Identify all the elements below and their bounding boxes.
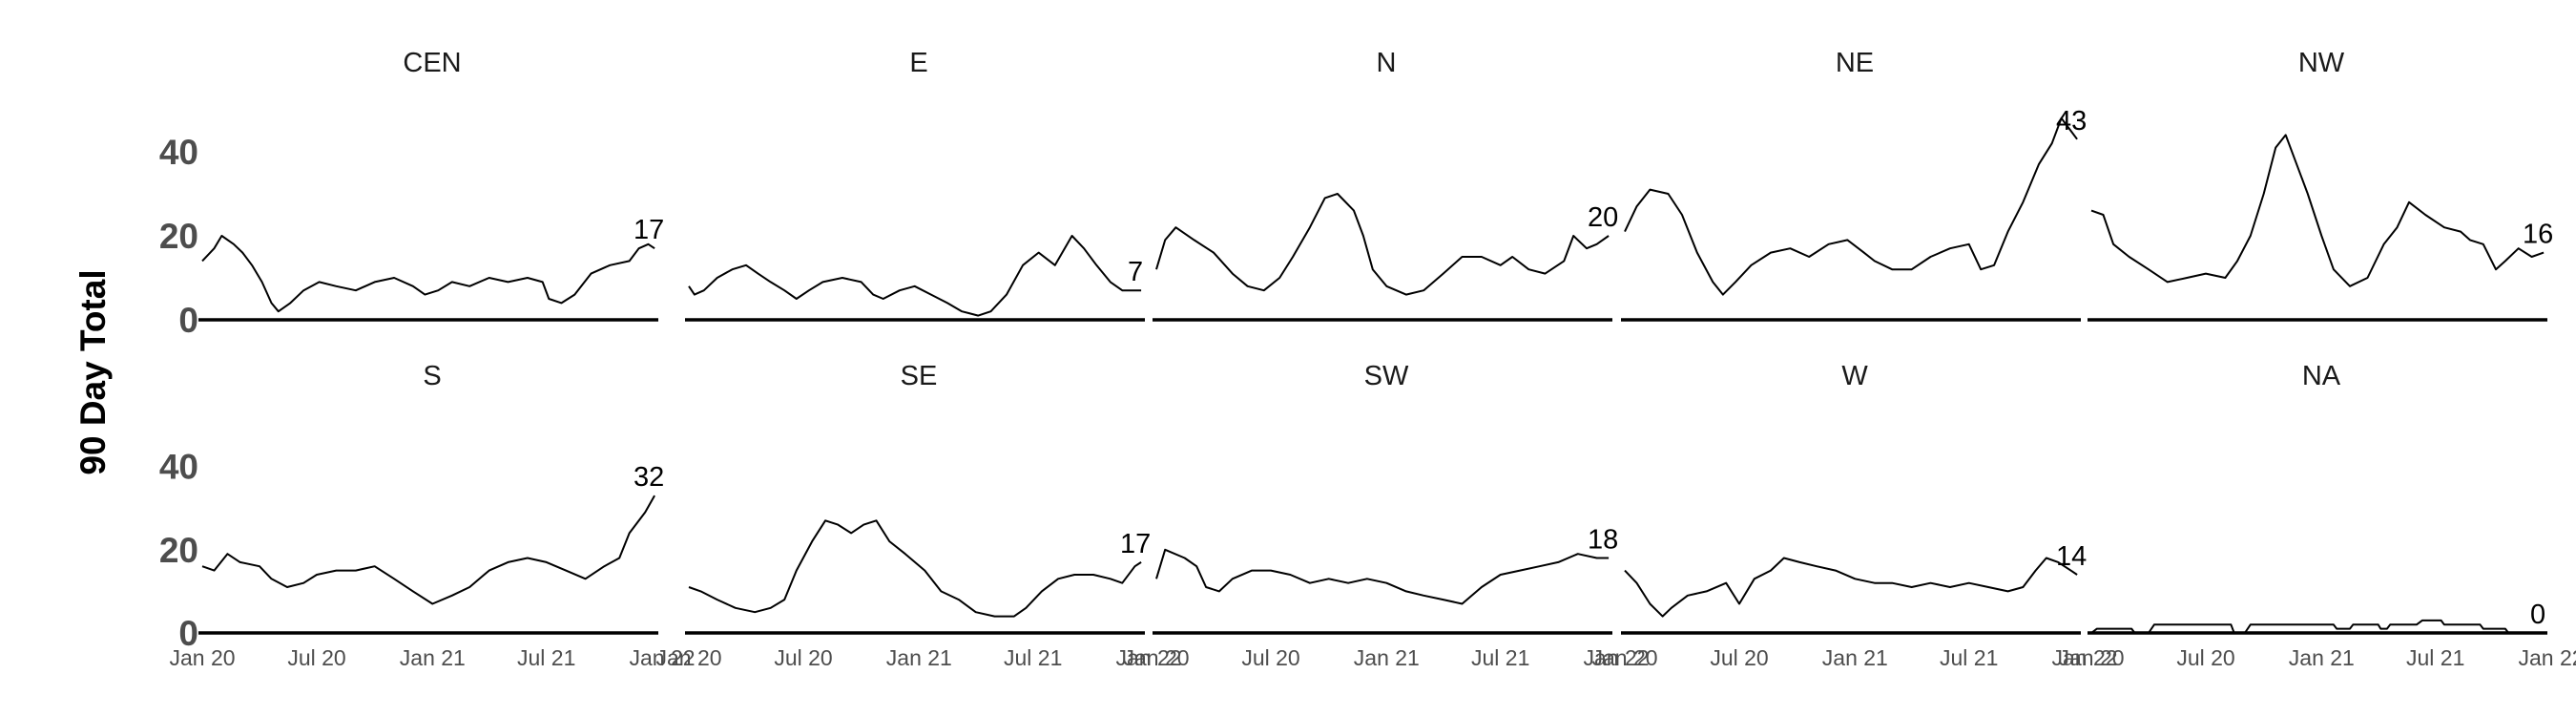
- x-tick-label: Jan 20: [1123, 645, 1189, 670]
- y-tick-label: 40: [159, 448, 198, 487]
- end-value-label: 17: [634, 215, 664, 245]
- series-line: [2090, 134, 2545, 287]
- x-tick-label: Jan 20: [169, 645, 235, 670]
- end-value-label: 0: [2530, 600, 2545, 630]
- series-line: [201, 495, 655, 605]
- end-value-label: 14: [2056, 541, 2087, 572]
- panel-title: NA: [2302, 361, 2341, 391]
- series-line: [688, 235, 1142, 317]
- panel-title: SE: [901, 361, 938, 391]
- y-tick-label: 40: [159, 133, 198, 172]
- series-line: [688, 519, 1142, 618]
- end-value-label: 7: [1128, 257, 1143, 287]
- series-line: [1624, 557, 2078, 618]
- x-tick-label: Jul 21: [1004, 645, 1062, 670]
- x-tick-label: Jan 20: [655, 645, 721, 670]
- x-tick-label: Jan 21: [886, 645, 952, 670]
- panel-title: NW: [2298, 48, 2345, 78]
- x-tick-label: Jan 22: [1115, 645, 1181, 670]
- y-tick-label: 20: [159, 217, 198, 256]
- end-value-label: 43: [2056, 106, 2087, 137]
- y-tick-label: 0: [178, 614, 198, 653]
- x-tick-label: Jul 20: [1241, 645, 1299, 670]
- x-tick-label: Jan 21: [1822, 645, 1888, 670]
- y-tick-label: 0: [178, 301, 198, 340]
- panel-title: SW: [1364, 361, 1409, 391]
- series-line: [2090, 619, 2545, 634]
- x-tick-label: Jan 21: [1354, 645, 1420, 670]
- panel-title: N: [1377, 48, 1397, 78]
- series-line: [1155, 193, 1610, 296]
- x-tick-label: Jan 21: [2289, 645, 2355, 670]
- end-value-label: 17: [1120, 529, 1151, 559]
- x-tick-label: Jul 21: [1471, 645, 1529, 670]
- x-tick-label: Jan 22: [2518, 645, 2576, 670]
- x-tick-label: Jan 22: [629, 645, 695, 670]
- panel-title: S: [423, 361, 441, 391]
- x-tick-label: Jul 20: [287, 645, 345, 670]
- panel-title: NE: [1836, 48, 1874, 78]
- x-tick-label: Jan 21: [400, 645, 466, 670]
- panel-title: CEN: [403, 48, 461, 78]
- end-value-label: 32: [634, 462, 664, 493]
- end-value-label: 16: [2523, 220, 2553, 250]
- x-tick-label: Jul 21: [517, 645, 575, 670]
- end-value-label: 20: [1588, 202, 1618, 233]
- y-axis-title: 90 Day Total: [73, 269, 113, 474]
- y-tick-label: 20: [159, 531, 198, 570]
- x-tick-label: Jan 22: [1583, 645, 1649, 670]
- series-line: [1155, 548, 1610, 605]
- panel-title: E: [909, 48, 927, 78]
- x-tick-label: Jan 20: [1591, 645, 1657, 670]
- x-tick-label: Jul 21: [1940, 645, 1998, 670]
- x-tick-label: Jan 20: [2058, 645, 2124, 670]
- series-line: [201, 235, 655, 313]
- x-tick-label: Jul 21: [2406, 645, 2464, 670]
- end-value-label: 18: [1588, 525, 1618, 556]
- x-tick-label: Jan 22: [2051, 645, 2117, 670]
- x-tick-label: Jul 20: [2176, 645, 2234, 670]
- series-line: [1624, 116, 2078, 296]
- panel-title: W: [1841, 361, 1868, 391]
- x-tick-label: Jul 20: [1710, 645, 1768, 670]
- x-tick-label: Jul 20: [774, 645, 832, 670]
